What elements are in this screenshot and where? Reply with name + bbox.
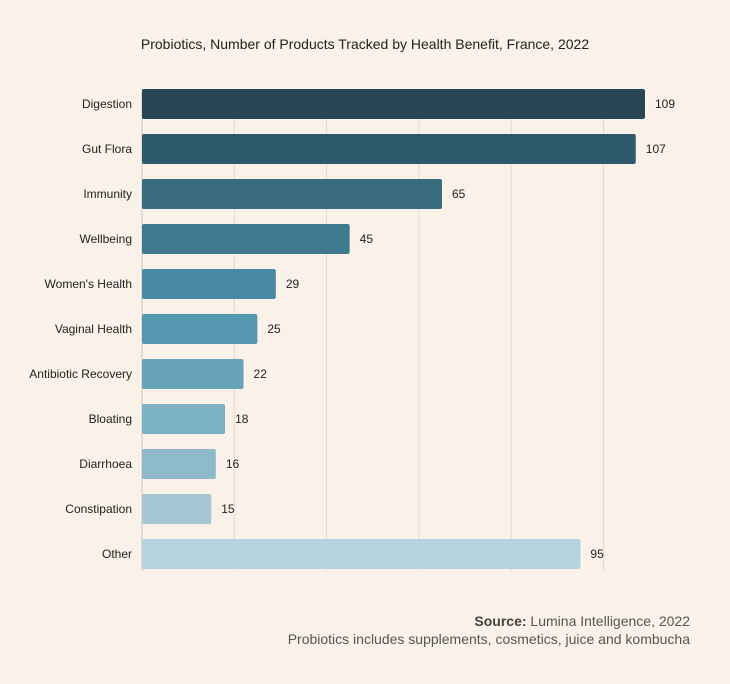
bar [142,224,350,254]
category-label: Digestion [82,97,132,111]
bar [142,269,276,299]
value-label: 16 [226,457,240,471]
category-label: Immunity [83,187,132,201]
value-label: 109 [655,97,675,111]
bar [142,359,244,389]
value-label: 65 [452,187,466,201]
source-label: Source: [474,613,527,629]
category-label: Other [102,547,132,561]
bar [142,494,212,524]
value-label: 29 [286,277,300,291]
value-label: 18 [235,412,249,426]
value-label: 95 [590,547,604,561]
value-label: 25 [267,322,281,336]
value-label: 22 [254,367,268,381]
value-label: 15 [221,502,235,516]
category-label: Women's Health [45,277,132,291]
category-label: Bloating [89,412,132,426]
source-note: Source: Lumina Intelligence, 2022 Probio… [288,612,690,648]
bar [142,314,258,344]
category-label: Vaginal Health [55,322,132,336]
bar [142,404,226,434]
source-text: Lumina Intelligence, 2022 [526,613,690,629]
source-line: Source: Lumina Intelligence, 2022 [288,612,690,630]
bar [142,449,216,479]
bar [142,539,581,569]
bar [142,89,645,119]
bar [142,134,636,164]
bar [142,179,442,209]
category-label: Antibiotic Recovery [29,367,132,381]
value-label: 107 [646,142,666,156]
category-label: Gut Flora [82,142,132,156]
scope-note: Probiotics includes supplements, cosmeti… [287,631,690,647]
category-label: Wellbeing [80,232,132,246]
category-label: Constipation [65,502,132,516]
chart-title: Probiotics, Number of Products Tracked b… [140,36,590,52]
value-label: 45 [360,232,374,246]
category-label: Diarrhoea [79,457,132,471]
